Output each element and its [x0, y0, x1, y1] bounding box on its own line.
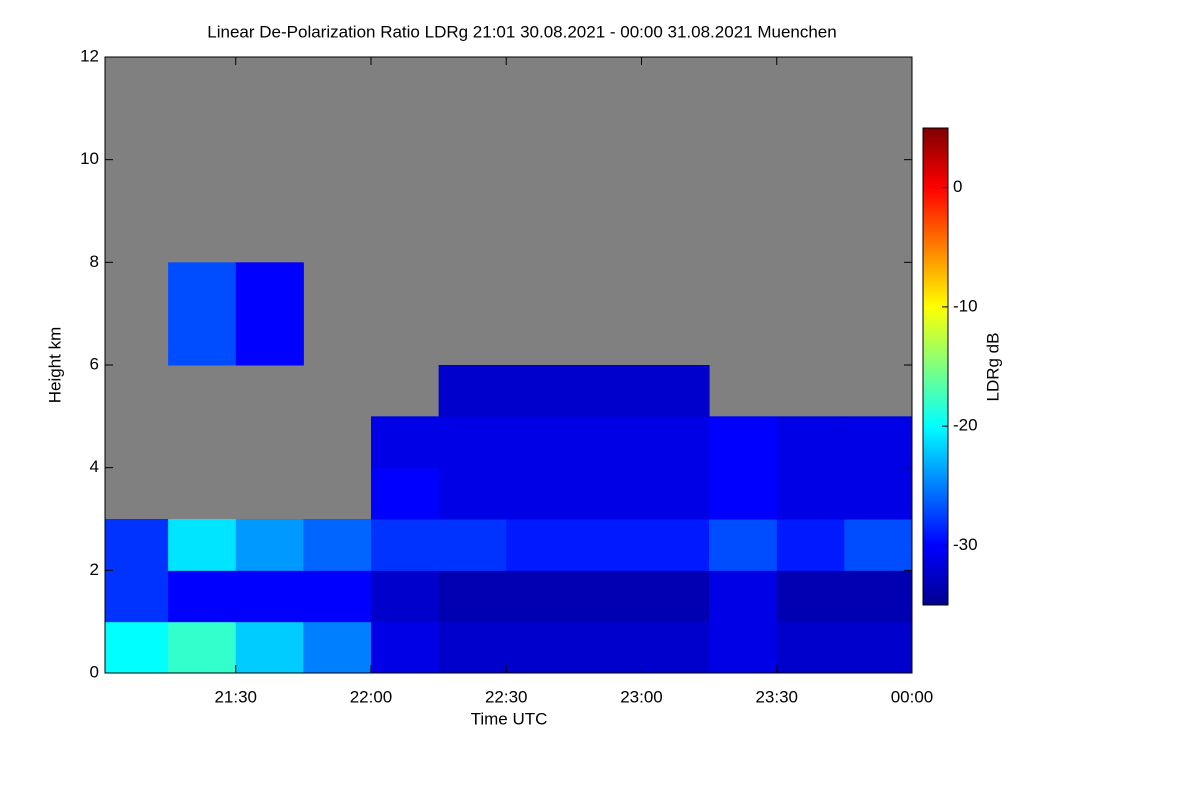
x-axis-label: Time UTC: [471, 709, 548, 728]
heatmap-cell: [506, 570, 575, 623]
heatmap-cell: [438, 621, 507, 674]
heatmap-cell: [303, 621, 372, 674]
heatmap-cell: [776, 621, 845, 674]
heatmap-cell: [506, 519, 575, 571]
colorbar-tick-label: -10: [953, 296, 978, 315]
heatmap-cell: [438, 365, 507, 417]
heatmap-cell: [776, 416, 845, 469]
heatmap-cell: [303, 570, 372, 623]
y-tick-label: 4: [90, 457, 99, 476]
heatmap-cell: [844, 621, 913, 674]
heatmap-cell: [641, 467, 710, 520]
colorbar-label: LDRg dB: [983, 333, 1002, 402]
y-axis-label: Height km: [45, 327, 64, 404]
heatmap-cell: [573, 621, 642, 674]
heatmap-cell: [105, 570, 169, 623]
y-tick-label: 2: [90, 560, 99, 579]
heatmap-cell: [776, 467, 845, 520]
x-tick-label: 22:30: [485, 687, 528, 706]
heatmap-cell: [709, 519, 778, 571]
heatmap-cell: [235, 313, 304, 366]
heatmap-cell: [573, 467, 642, 520]
heatmap-cell: [709, 621, 778, 674]
heatmap-cell: [844, 519, 913, 571]
heatmap-cell: [709, 467, 778, 520]
x-tick-label: 23:30: [755, 687, 798, 706]
heatmap-cell: [844, 416, 913, 469]
heatmap-cell: [641, 519, 710, 571]
heatmap-cell: [105, 519, 169, 571]
heatmap-cell: [370, 570, 440, 623]
heatmap-cell: [438, 467, 507, 520]
heatmap-cell: [168, 570, 237, 623]
heatmap-cell: [776, 519, 845, 571]
x-tick-label: 22:00: [350, 687, 393, 706]
y-tick-label: 6: [90, 354, 99, 373]
heatmap-cell: [235, 621, 304, 674]
heatmap-cell: [438, 519, 507, 571]
heatmap-cell: [641, 621, 710, 674]
heatmap-cell: [844, 467, 913, 520]
heatmap-cell: [709, 570, 778, 623]
x-tick-label: 00:00: [891, 687, 934, 706]
heatmap-cell: [235, 262, 304, 315]
colorbar-tick-label: 0: [953, 177, 962, 196]
heatmap-cell: [235, 570, 304, 623]
heatmap-cell: [506, 621, 575, 674]
heatmap-cell: [438, 570, 507, 623]
heatmap-cell: [573, 519, 642, 571]
heatmap-cell: [168, 262, 237, 315]
heatmap-cell: [370, 416, 440, 469]
heatmap-cell: [235, 519, 304, 571]
colorbar: [922, 127, 949, 606]
heatmap-cell: [506, 416, 575, 469]
heatmap-cell: [573, 416, 642, 469]
heatmap-cell: [370, 519, 440, 571]
x-tick-label: 23:00: [620, 687, 663, 706]
heatmap-cell: [105, 621, 169, 674]
y-tick-label: 0: [90, 662, 99, 681]
y-tick-label: 10: [80, 149, 99, 168]
heatmap-cell: [506, 467, 575, 520]
heatmap-cell: [573, 365, 642, 417]
y-tick-label: 12: [80, 46, 99, 65]
heatmap-cell: [709, 416, 778, 469]
heatmap-cell: [168, 621, 237, 674]
heatmap-cell: [506, 365, 575, 417]
heatmap-cell: [776, 570, 845, 623]
heatmap-cell: [370, 621, 440, 674]
colorbar-tick-label: -30: [953, 535, 978, 554]
colorbar-tick-label: -20: [953, 416, 978, 435]
heatmap-cell: [168, 313, 237, 366]
heatmap-cell: [438, 416, 507, 469]
heatmap-cell: [168, 519, 237, 571]
y-tick-label: 8: [90, 252, 99, 271]
heatmap-cell: [844, 570, 913, 623]
heatmap-cell: [641, 416, 710, 469]
heatmap-cell: [641, 365, 710, 417]
heatmap-cell: [370, 467, 440, 520]
chart-title: Linear De-Polarization Ratio LDRg 21:01 …: [207, 22, 836, 41]
x-tick-label: 21:30: [214, 687, 257, 706]
heatmap-cell: [641, 570, 710, 623]
heatmap-cell: [573, 570, 642, 623]
heatmap-cell: [303, 519, 372, 571]
